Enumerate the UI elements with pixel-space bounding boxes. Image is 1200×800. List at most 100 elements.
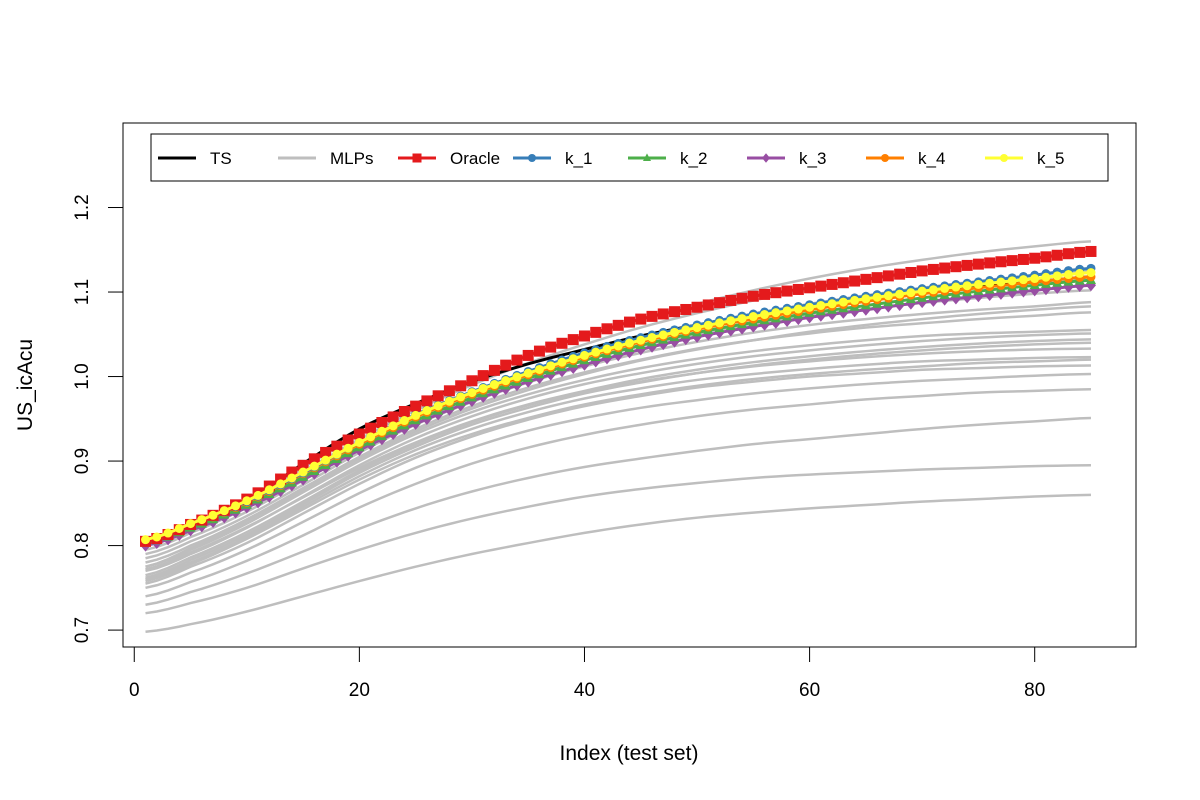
point-oracle-67 — [882, 270, 894, 282]
mlp-line-6 — [145, 364, 1091, 585]
point-oracle-85 — [1085, 245, 1097, 257]
point-oracle-61 — [815, 280, 827, 292]
point-k_5-77 — [996, 277, 1006, 287]
y-tick-label-0: 0.7 — [72, 617, 93, 643]
legend-label: TS — [210, 149, 232, 168]
x-tick-label-60: 60 — [799, 680, 820, 701]
point-k_5-61 — [816, 300, 826, 310]
legend-item-k_5: k_5 — [985, 149, 1064, 168]
legend-label: k_4 — [918, 149, 945, 168]
point-k_5-20 — [354, 437, 364, 447]
point-k_5-67 — [883, 291, 893, 301]
legend-item-k_4: k_4 — [866, 149, 945, 168]
point-oracle-34 — [511, 354, 523, 366]
point-oracle-19 — [342, 434, 354, 446]
point-k_5-3 — [163, 528, 173, 538]
point-k_5-84 — [1075, 268, 1085, 278]
point-oracle-56 — [759, 288, 771, 300]
point-k_5-9 — [231, 501, 241, 511]
point-k_5-21 — [366, 432, 376, 442]
legend-label: k_1 — [565, 149, 592, 168]
point-oracle-17 — [320, 446, 332, 458]
point-k_5-48 — [670, 327, 680, 337]
x-tick-label-40: 40 — [574, 680, 595, 701]
point-oracle-41 — [590, 326, 602, 338]
point-k_5-6 — [197, 515, 207, 525]
point-oracle-55 — [747, 290, 759, 302]
mlp-line-19 — [145, 341, 1092, 579]
point-k_5-49 — [681, 325, 691, 335]
point-k_5-32 — [489, 380, 499, 390]
point-k_5-54 — [737, 314, 747, 324]
legend-item-k_3: k_3 — [747, 149, 826, 168]
y-tick-label-4: 1.1 — [72, 279, 93, 305]
point-k_5-13 — [276, 479, 286, 489]
point-oracle-47 — [657, 308, 669, 320]
point-k_5-36 — [534, 364, 544, 374]
point-k_5-42 — [602, 344, 612, 354]
point-oracle-77 — [995, 256, 1007, 268]
point-k_5-72 — [940, 283, 950, 293]
x-tick-label-20: 20 — [349, 680, 370, 701]
point-oracle-28 — [443, 385, 455, 397]
point-oracle-69 — [905, 266, 917, 278]
point-oracle-20 — [353, 428, 365, 440]
point-oracle-74 — [961, 259, 973, 271]
point-oracle-32 — [488, 364, 500, 376]
point-oracle-21 — [365, 422, 377, 434]
point-k_5-71 — [928, 285, 938, 295]
legend-swatch-marker — [762, 153, 770, 163]
y-tick-label-2: 0.9 — [72, 448, 93, 474]
point-k_5-7 — [208, 510, 218, 520]
point-oracle-22 — [376, 416, 388, 428]
point-k_5-52 — [715, 318, 725, 328]
point-oracle-60 — [804, 282, 816, 294]
mlp-line-3 — [145, 416, 1092, 606]
x-tick-label-0: 0 — [129, 680, 140, 701]
point-oracle-26 — [421, 395, 433, 407]
model-series-group — [140, 245, 1097, 552]
point-k_5-51 — [703, 320, 713, 330]
point-k_5-43 — [613, 341, 623, 351]
point-oracle-43 — [612, 319, 624, 331]
legend-label: k_2 — [680, 149, 707, 168]
point-k_5-2 — [152, 532, 162, 542]
point-k_5-55 — [748, 312, 758, 322]
legend-swatch-marker — [881, 154, 889, 162]
y-axis: 0.7 0.8 0.9 1.0 1.1 1.2 — [72, 194, 124, 643]
point-k_5-17 — [321, 455, 331, 465]
legend-label: MLPs — [330, 149, 373, 168]
point-k_5-18 — [332, 449, 342, 459]
point-k_5-58 — [782, 306, 792, 316]
point-k_5-26 — [422, 406, 432, 416]
point-k_5-82 — [1052, 271, 1062, 281]
mlp-line-1 — [145, 493, 1092, 634]
point-oracle-31 — [477, 370, 489, 382]
point-k_5-34 — [512, 372, 522, 382]
point-k_5-75 — [973, 279, 983, 289]
point-k_5-33 — [501, 376, 511, 386]
x-tick-label-80: 80 — [1024, 680, 1045, 701]
point-k_5-81 — [1041, 272, 1051, 282]
point-k_5-46 — [647, 332, 657, 342]
point-k_5-70 — [917, 286, 927, 296]
point-k_5-85 — [1086, 268, 1096, 278]
point-k_5-28 — [444, 396, 454, 406]
legend-item-k_2: k_2 — [628, 149, 707, 168]
point-k_5-65 — [861, 294, 871, 304]
point-oracle-48 — [669, 306, 681, 318]
point-k_5-15 — [298, 467, 308, 477]
point-oracle-84 — [1074, 246, 1086, 258]
point-oracle-15 — [297, 459, 309, 471]
point-k_5-12 — [264, 485, 274, 495]
point-oracle-68 — [894, 268, 906, 280]
point-k_5-57 — [771, 308, 781, 318]
point-k_5-74 — [962, 281, 972, 291]
mlp-line-17 — [145, 305, 1092, 568]
point-oracle-59 — [792, 283, 804, 295]
point-oracle-29 — [455, 380, 467, 392]
point-oracle-83 — [1062, 248, 1074, 260]
x-axis-title: Index (test set) — [560, 742, 699, 765]
point-k_5-69 — [906, 288, 916, 298]
